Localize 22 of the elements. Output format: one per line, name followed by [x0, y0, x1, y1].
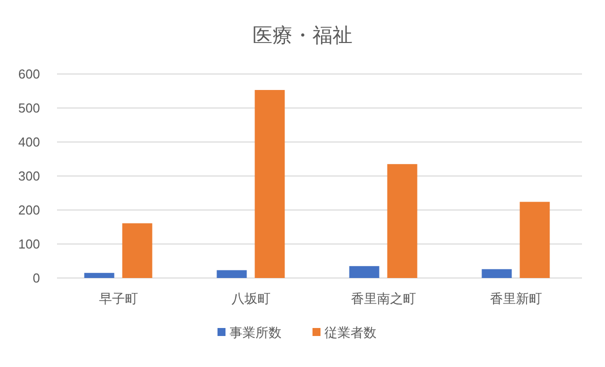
bar	[122, 223, 152, 278]
y-tick-label: 400	[18, 134, 40, 150]
legend-label: 事業所数	[230, 325, 282, 340]
bar	[216, 270, 247, 278]
chart-title: 医療・福祉	[252, 25, 352, 47]
bar	[254, 90, 285, 278]
bar	[349, 266, 380, 278]
y-tick-label: 600	[18, 66, 40, 82]
bar	[84, 272, 114, 278]
y-tick-label: 0	[32, 270, 40, 286]
x-tick-label: 八坂町	[231, 291, 270, 306]
y-tick-label: 300	[18, 168, 40, 184]
x-tick-label: 香里南之町	[350, 291, 416, 306]
y-tick-label: 200	[18, 202, 40, 218]
y-tick-label: 500	[18, 100, 40, 116]
legend-label: 従業者数	[324, 325, 376, 340]
x-tick-label: 早子町	[98, 291, 138, 306]
x-tick-label: 香里新町	[490, 291, 542, 306]
y-tick-label: 100	[18, 236, 40, 252]
bar	[387, 164, 418, 278]
bar	[482, 269, 512, 278]
bar	[520, 202, 550, 278]
